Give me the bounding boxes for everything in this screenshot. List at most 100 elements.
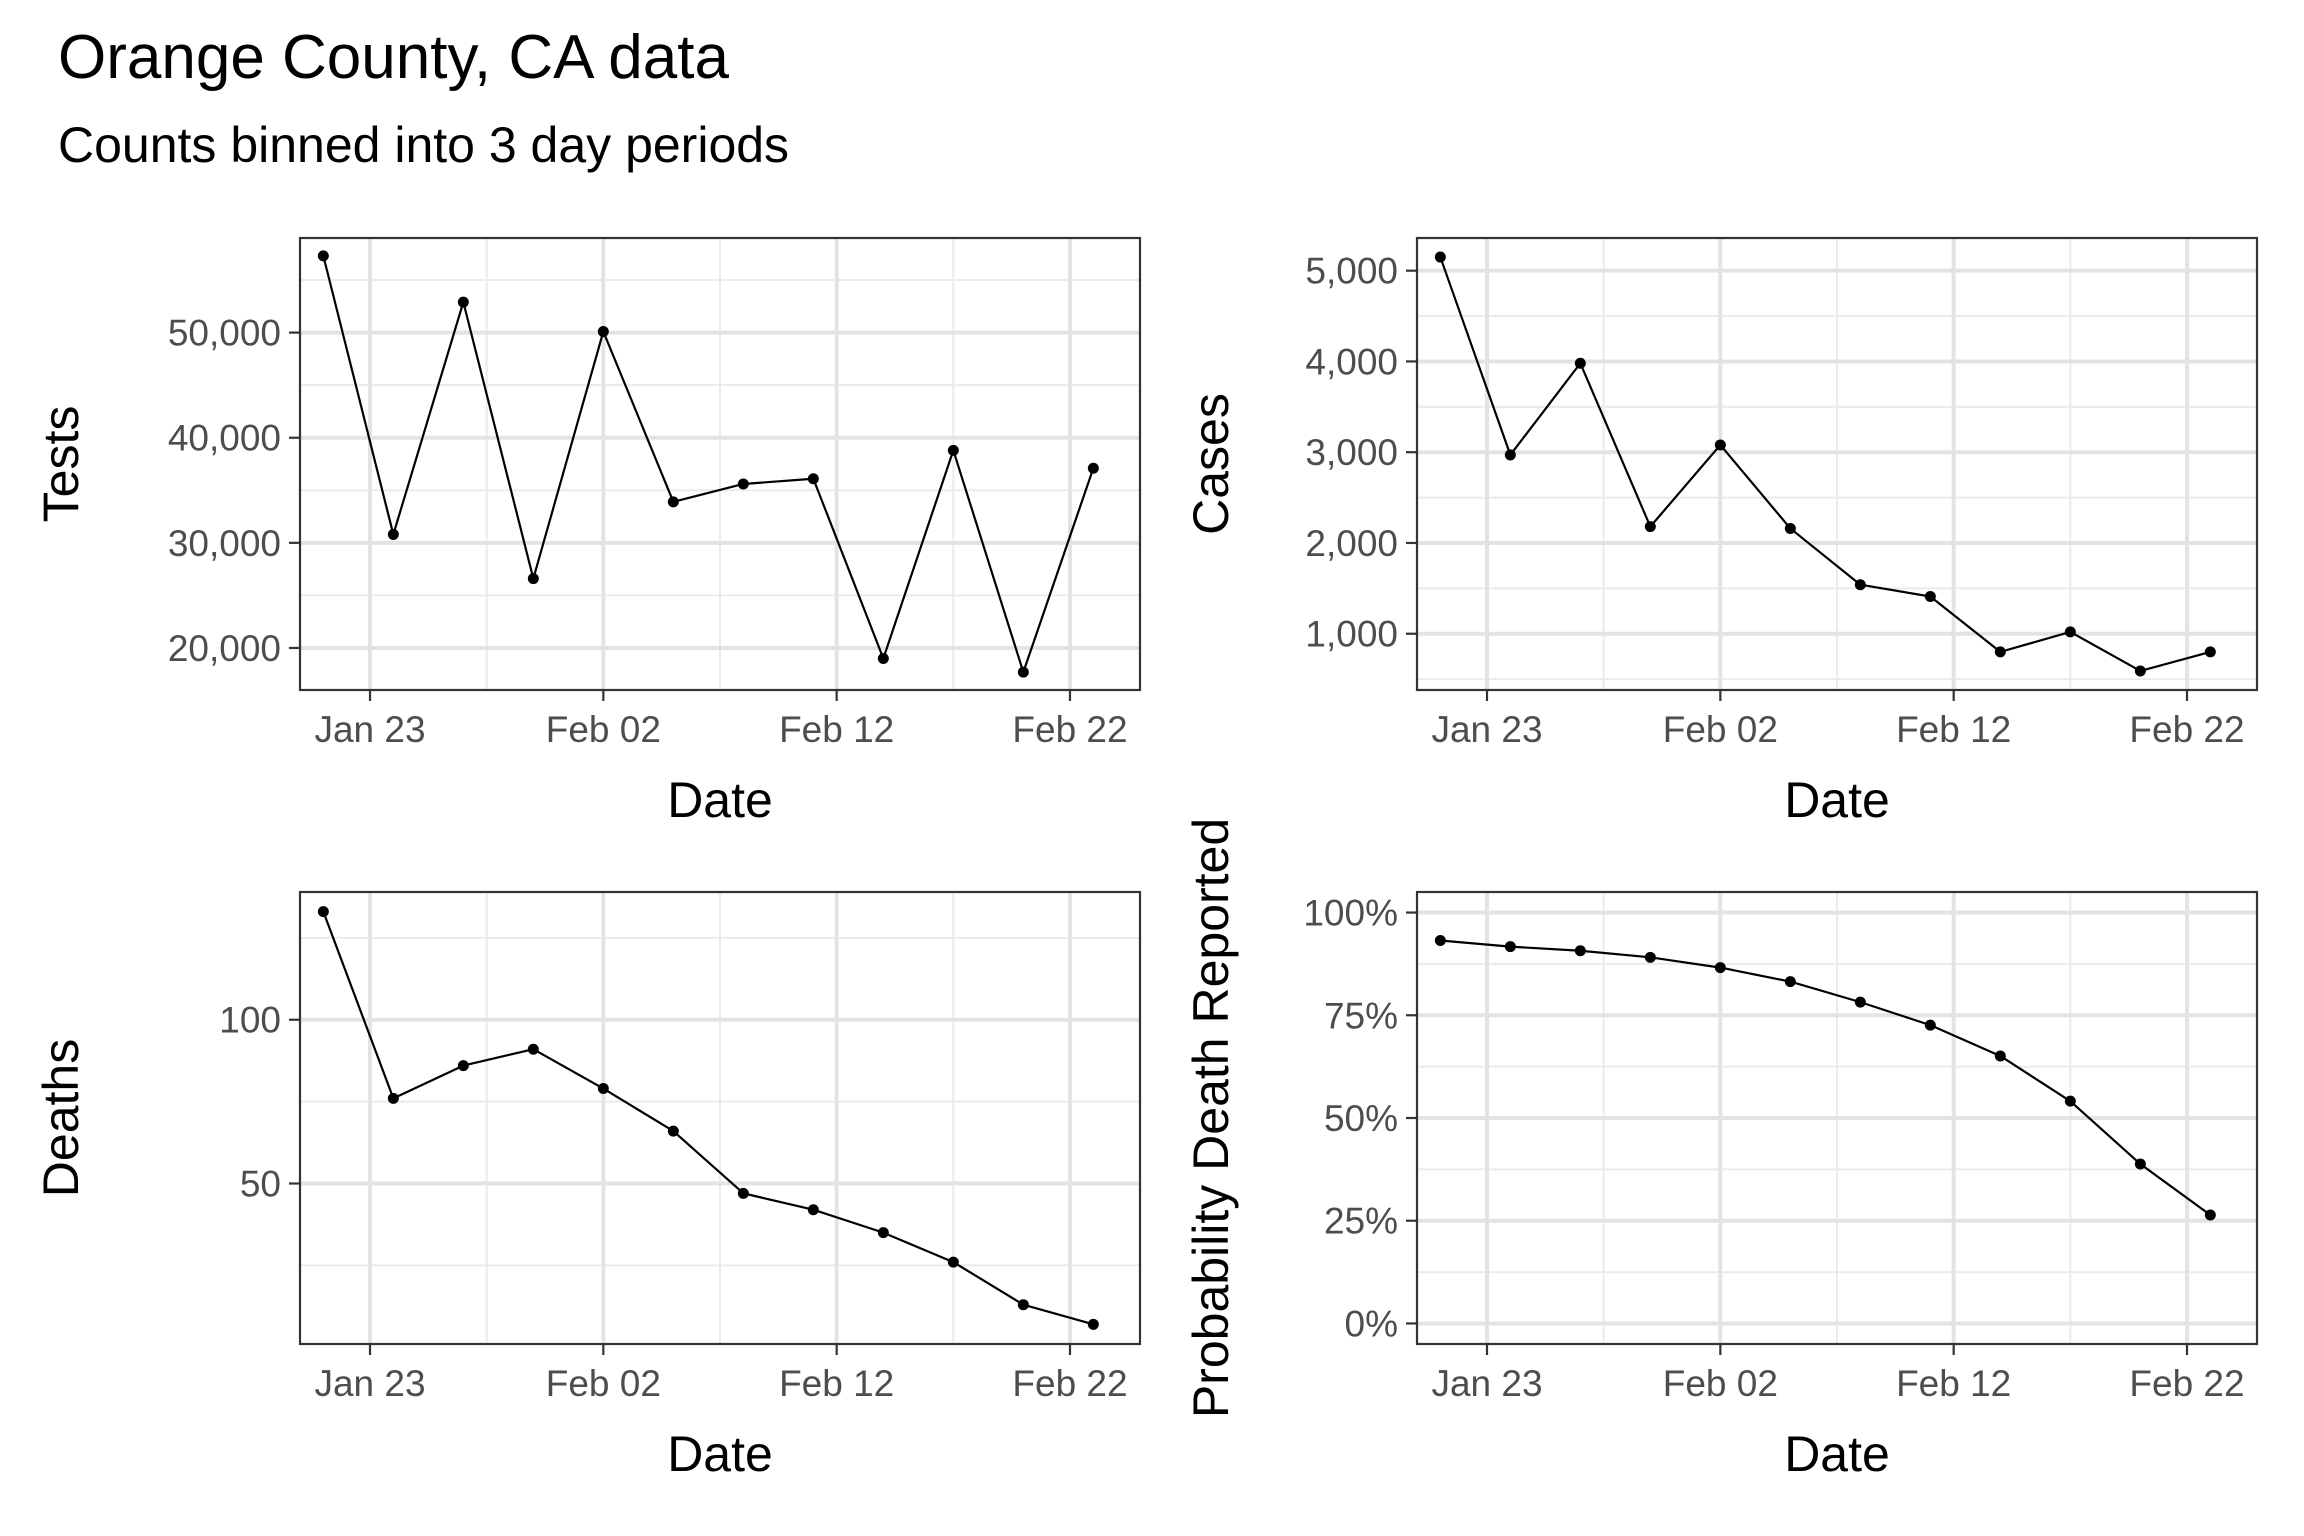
x-tick-label: Feb 12	[1896, 1363, 2011, 1404]
data-point	[2204, 646, 2216, 658]
y-tick-label: 50	[240, 1164, 281, 1205]
data-point	[1087, 1318, 1099, 1330]
y-tick-label: 40,000	[168, 418, 281, 459]
data-point	[1574, 945, 1586, 957]
data-point	[1644, 951, 1656, 963]
series-line	[1439, 256, 2211, 673]
data-point	[1644, 521, 1656, 533]
panel-deaths: Jan 23 Feb 02 Feb 12 Feb 22 50 100 Date Deaths	[33, 890, 1142, 1482]
data-point	[317, 906, 329, 918]
data-point	[2064, 1095, 2076, 1107]
data-point	[1784, 522, 1796, 534]
data-point	[1504, 941, 1516, 953]
y-tick-label: 100%	[1303, 893, 1398, 934]
data-point	[457, 296, 469, 308]
data-point	[807, 1204, 819, 1216]
x-axis-title: Date	[667, 772, 773, 828]
series-line	[1440, 939, 2211, 1216]
data-point	[597, 1083, 609, 1095]
data-point	[1994, 1050, 2006, 1062]
chart-title: Orange County, CA data	[58, 23, 729, 92]
y-axis-title: Tests	[33, 406, 89, 523]
data-point	[387, 528, 399, 540]
data-point	[1924, 1019, 1936, 1031]
x-tick-label: Feb 12	[779, 709, 894, 750]
y-tick-label: 25%	[1324, 1201, 1398, 1242]
y-tick-label: 75%	[1324, 995, 1398, 1036]
x-tick-label: Jan 23	[1431, 1363, 1542, 1404]
panel-probability: Jan 23 Feb 02 Feb 12 Feb 22 0% 25% 50% 75% 100% D…	[1183, 818, 2259, 1482]
chart-subtitle: Counts binned into 3 day periods	[58, 117, 790, 173]
x-tick-label: Feb 02	[1663, 709, 1778, 750]
data-point	[667, 1125, 679, 1137]
x-tick-label: Feb 22	[1012, 709, 1127, 750]
data-point	[527, 1043, 539, 1055]
panel-border	[1415, 236, 2259, 692]
data-point	[1994, 646, 2006, 658]
panel-border	[298, 236, 1142, 692]
data-point	[1854, 996, 1866, 1008]
series-line	[322, 255, 1095, 674]
y-axis-title: Cases	[1183, 393, 1239, 535]
data-point	[1017, 666, 1029, 678]
data-point	[667, 496, 679, 508]
x-tick-label: Feb 22	[2129, 1363, 2244, 1404]
data-point	[947, 1256, 959, 1268]
data-point	[1434, 934, 1446, 946]
y-tick-label: 2,000	[1305, 523, 1398, 564]
x-tick-label: Feb 22	[1012, 1363, 1127, 1404]
data-point	[457, 1060, 469, 1072]
data-point	[527, 573, 539, 585]
data-point	[877, 652, 889, 664]
x-tick-label: Feb 22	[2129, 709, 2244, 750]
data-point	[807, 473, 819, 485]
data-point	[1574, 357, 1586, 369]
data-point	[1434, 251, 1446, 263]
x-tick-label: Feb 02	[546, 709, 661, 750]
data-point	[597, 326, 609, 338]
panel-cases: Jan 23 Feb 02 Feb 12 Feb 22 1,000 2,000 3,000 4…	[1183, 236, 2259, 828]
y-tick-label: 5,000	[1305, 251, 1398, 292]
data-point	[2134, 665, 2146, 677]
x-axis-title: Date	[667, 1426, 773, 1482]
data-point	[1714, 962, 1726, 974]
data-point	[2204, 1209, 2216, 1221]
data-point	[1854, 579, 1866, 591]
y-tick-label: 4,000	[1305, 341, 1398, 382]
x-tick-label: Feb 12	[779, 1363, 894, 1404]
x-tick-label: Feb 02	[1663, 1363, 1778, 1404]
x-axis-title: Date	[1784, 772, 1890, 828]
data-point	[947, 444, 959, 456]
data-point	[2134, 1158, 2146, 1170]
x-tick-label: Feb 12	[1896, 709, 2011, 750]
panel-border	[298, 890, 1142, 1346]
y-tick-label: 20,000	[168, 628, 281, 669]
data-point	[877, 1227, 889, 1239]
y-tick-label: 0%	[1345, 1303, 1398, 1344]
data-point	[737, 478, 749, 490]
data-point	[2064, 626, 2076, 638]
y-axis-title: Deaths	[33, 1039, 89, 1197]
x-tick-label: Jan 23	[314, 709, 425, 750]
x-tick-label: Feb 02	[546, 1363, 661, 1404]
y-tick-label: 1,000	[1305, 614, 1398, 655]
data-point	[1924, 591, 1936, 603]
y-tick-label: 30,000	[168, 523, 281, 564]
data-point	[1784, 976, 1796, 988]
data-point	[1504, 449, 1516, 461]
data-point	[1087, 462, 1099, 474]
y-tick-label: 3,000	[1305, 432, 1398, 473]
data-point	[387, 1092, 399, 1104]
y-tick-label: 50%	[1324, 1098, 1398, 1139]
data-point	[1017, 1299, 1029, 1311]
x-tick-label: Jan 23	[1431, 709, 1542, 750]
x-tick-label: Jan 23	[314, 1363, 425, 1404]
y-tick-label: 100	[219, 1000, 281, 1041]
series-line	[322, 911, 1094, 1326]
data-point	[737, 1187, 749, 1199]
data-point	[317, 250, 329, 262]
panel-tests: Jan 23 Feb 02 Feb 12 Feb 22 20,000 30,000 40,0…	[33, 236, 1142, 828]
y-axis-title: Probability Death Reported	[1183, 818, 1239, 1418]
data-point	[1714, 439, 1726, 451]
